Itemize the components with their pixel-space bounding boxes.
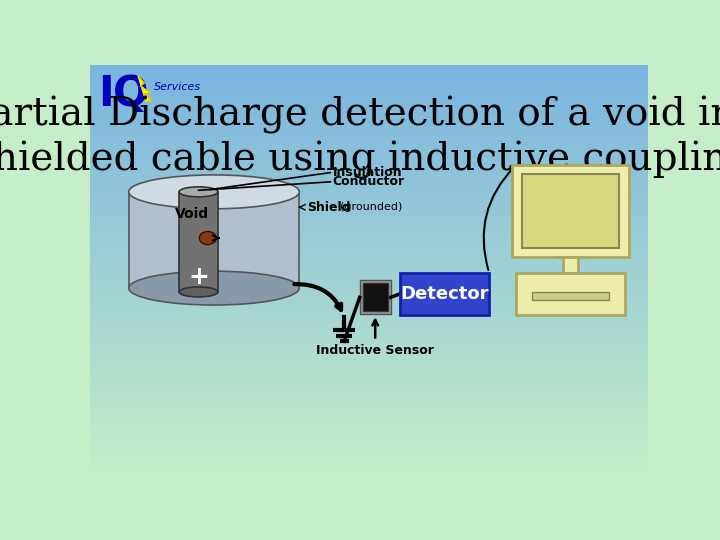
- Text: (grounded): (grounded): [340, 202, 402, 212]
- Text: +: +: [188, 265, 209, 288]
- Text: Partial Discharge detection of a void in a
shielded cable using inductive coupli: Partial Discharge detection of a void in…: [0, 96, 720, 179]
- Text: Inductive Sensor: Inductive Sensor: [316, 343, 434, 356]
- Bar: [522, 174, 619, 248]
- Text: Shield: Shield: [307, 201, 351, 214]
- Bar: [363, 284, 387, 311]
- Ellipse shape: [129, 271, 300, 305]
- Ellipse shape: [129, 175, 300, 209]
- Bar: [516, 273, 625, 315]
- Bar: [360, 280, 391, 314]
- Text: I: I: [98, 72, 113, 114]
- Text: Conductor: Conductor: [333, 176, 405, 188]
- Text: Detector: Detector: [400, 285, 489, 303]
- Ellipse shape: [199, 232, 216, 245]
- Bar: [513, 165, 629, 257]
- Text: Void: Void: [175, 207, 210, 221]
- Ellipse shape: [179, 187, 218, 197]
- FancyBboxPatch shape: [129, 192, 300, 288]
- Text: Insulation: Insulation: [333, 166, 402, 179]
- Text: Services: Services: [154, 82, 202, 92]
- Polygon shape: [138, 76, 152, 101]
- Bar: [563, 257, 578, 273]
- Bar: [532, 292, 609, 300]
- Ellipse shape: [179, 287, 218, 297]
- Text: Q: Q: [113, 72, 149, 114]
- FancyBboxPatch shape: [179, 192, 218, 292]
- Bar: [400, 273, 489, 315]
